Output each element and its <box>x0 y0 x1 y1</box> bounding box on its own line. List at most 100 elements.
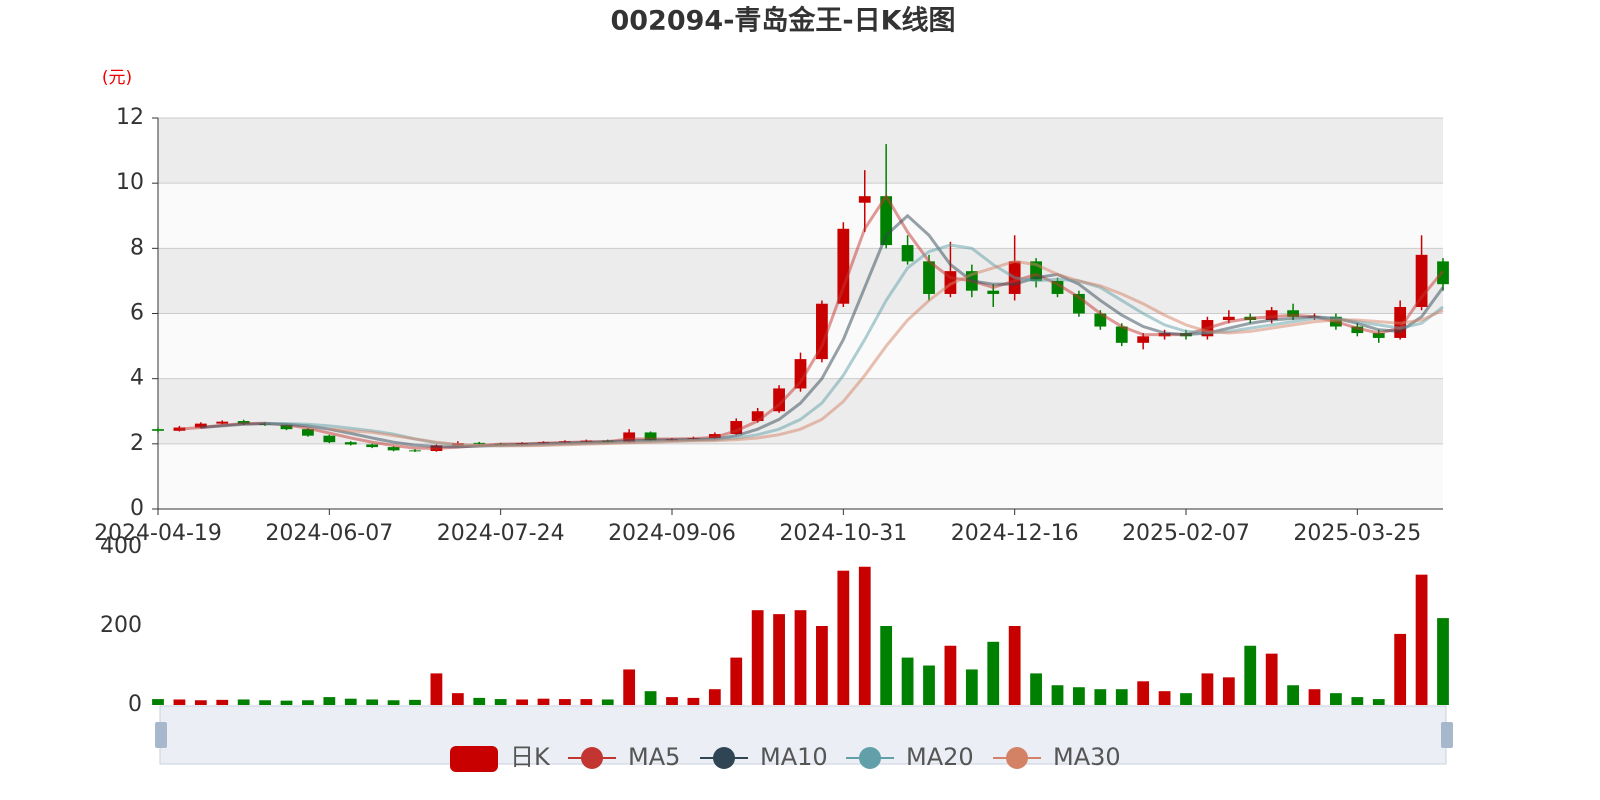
legend-marker <box>1006 747 1028 769</box>
volume-bar <box>1351 697 1364 705</box>
y-tick-label: 0 <box>130 496 144 521</box>
candle-body <box>1287 310 1299 317</box>
candle-body <box>623 432 636 443</box>
candle-body <box>1137 336 1150 343</box>
volume-bar <box>666 697 678 705</box>
volume-bar <box>1415 574 1428 705</box>
candle-body <box>152 429 164 431</box>
y-tick-label: 2 <box>130 431 144 456</box>
x-tick-label: 2024-06-07 <box>265 521 393 546</box>
volume-bar <box>259 700 271 705</box>
split-area <box>158 118 1443 184</box>
volume-bar <box>1201 673 1214 705</box>
zoom-handle[interactable] <box>155 722 167 748</box>
volume-bar <box>1051 685 1064 705</box>
volume-bar <box>708 689 721 705</box>
x-tick-label: 2024-04-19 <box>94 521 222 546</box>
candle-body <box>473 442 486 444</box>
volume-bar <box>965 669 978 705</box>
zoom-slider[interactable] <box>159 705 1447 765</box>
x-tick-label: 2025-03-25 <box>1293 521 1421 546</box>
volume-bar <box>430 673 443 705</box>
y-tick-label: 10 <box>116 170 144 195</box>
volume-bar <box>302 700 314 705</box>
candle-body <box>837 228 850 304</box>
split-area <box>158 443 1443 509</box>
volume-bar <box>537 698 550 705</box>
volume-bar <box>1330 693 1342 705</box>
volume-bar <box>773 614 785 705</box>
volume-bar <box>366 699 379 705</box>
volume-bar <box>1030 673 1042 705</box>
volume-bar <box>923 665 935 705</box>
legend-marker <box>713 747 735 769</box>
volume-tick-label: 400 <box>100 534 142 559</box>
candle-body <box>1051 280 1064 294</box>
x-tick-label: 2024-10-31 <box>779 521 907 546</box>
volume-bar <box>1244 645 1257 705</box>
volume-bar <box>1137 681 1150 705</box>
ma-line <box>179 193 1445 450</box>
candle-body <box>194 423 207 428</box>
volume-bar <box>1115 689 1128 705</box>
volume-bar <box>901 657 914 705</box>
volume-bar <box>1180 693 1192 705</box>
volume-bar <box>1437 618 1449 705</box>
candle-body <box>751 411 764 422</box>
volume-bar <box>837 570 850 705</box>
candle-body <box>1351 326 1364 334</box>
volume-bar <box>216 699 229 705</box>
candle-body <box>987 290 1000 294</box>
legend-label: MA10 <box>760 743 828 771</box>
candle-body <box>302 429 314 436</box>
legend-swatch <box>450 746 498 772</box>
candle-body <box>1073 293 1085 314</box>
volume-bar <box>644 691 657 705</box>
legend-label: MA5 <box>628 743 680 771</box>
legend-marker <box>859 747 881 769</box>
candle-body <box>730 421 743 435</box>
volume-bar <box>794 610 807 705</box>
candle-body <box>1030 261 1042 281</box>
volume-bar <box>687 697 700 705</box>
ma-line <box>200 213 1445 449</box>
y-tick-label: 12 <box>116 105 144 130</box>
volume-bar <box>152 699 164 705</box>
volume-bar <box>194 700 207 705</box>
candle-body <box>816 303 828 360</box>
volume-bar <box>816 626 828 705</box>
legend-marker <box>581 747 603 769</box>
candle-body <box>901 245 914 262</box>
candle-body <box>794 359 807 389</box>
volume-bar <box>473 697 486 705</box>
legend-label: MA20 <box>906 743 974 771</box>
split-area <box>158 183 1443 249</box>
volume-bar <box>751 610 764 705</box>
volume-bar <box>1394 633 1407 705</box>
zoom-handle[interactable] <box>1441 722 1453 748</box>
volume-bar <box>623 669 636 705</box>
ma-line <box>329 259 1444 448</box>
volume-bar <box>451 693 464 705</box>
volume-bar <box>730 657 743 705</box>
volume-bar <box>387 700 400 705</box>
candle-body <box>644 432 657 441</box>
volume-bar <box>1158 691 1171 705</box>
volume-bar <box>580 699 593 705</box>
volume-bar <box>987 641 1000 705</box>
candle-body <box>216 421 229 424</box>
candle-body <box>923 261 935 294</box>
volume-tick-label: 0 <box>128 692 142 717</box>
volume-bar <box>1287 685 1299 705</box>
candle-body <box>1094 313 1107 327</box>
volume-bar <box>1008 626 1021 705</box>
candle-body <box>344 442 357 445</box>
candle-body <box>173 427 186 431</box>
candle-body <box>366 444 379 448</box>
candle-body <box>1415 254 1428 307</box>
chart-title: 002094-青岛金王-日K线图 <box>610 5 955 37</box>
volume-bar <box>494 699 507 705</box>
split-area <box>158 248 1443 314</box>
